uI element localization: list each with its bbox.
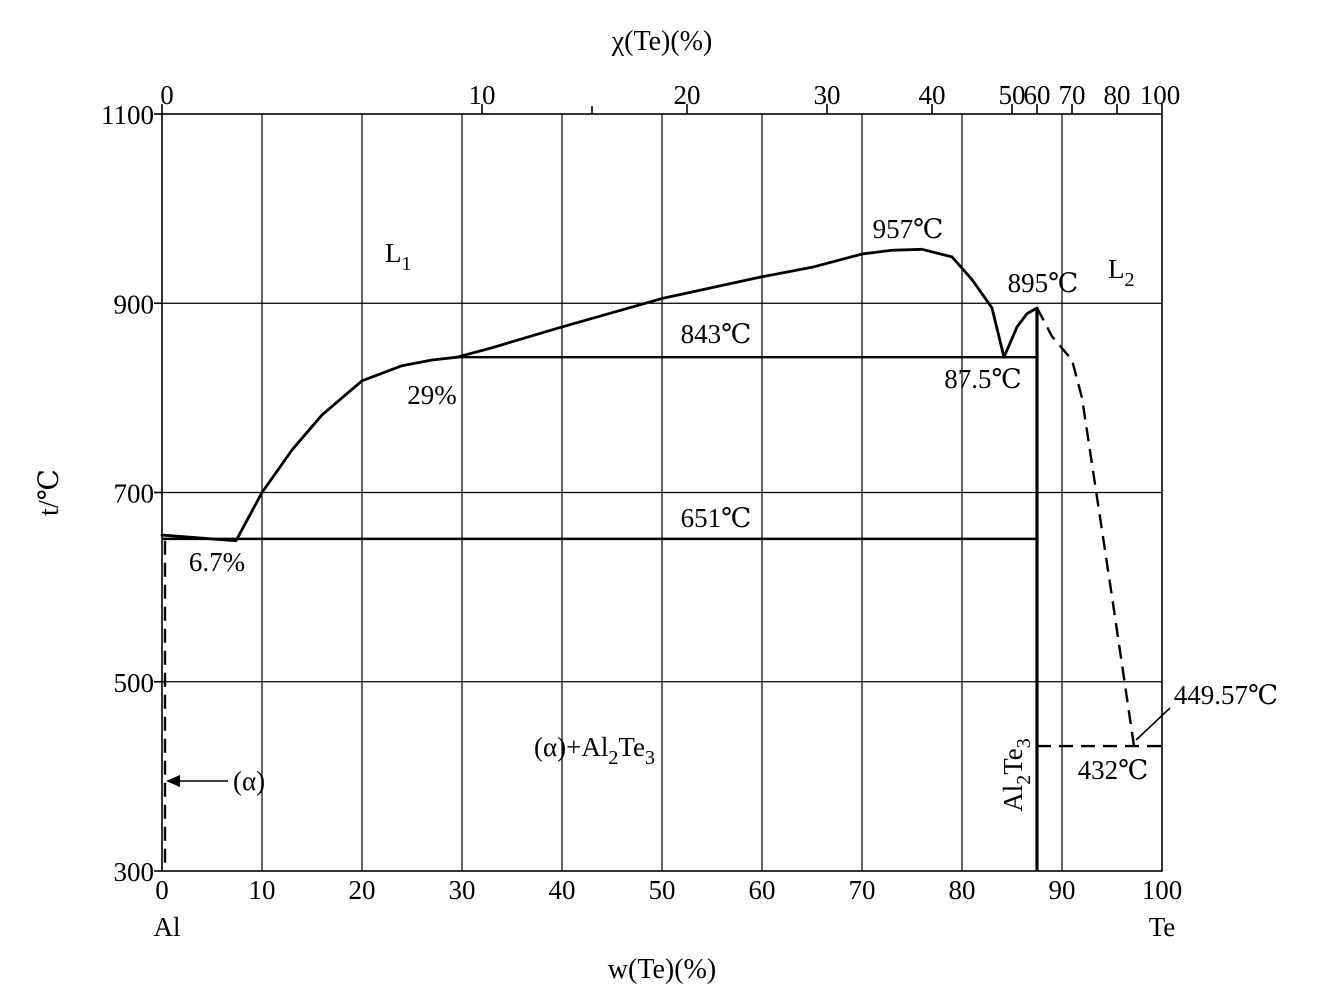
x-tick-label: 30	[449, 875, 476, 905]
label-29pct: 29%	[407, 380, 457, 410]
label-651: 651℃	[681, 503, 752, 533]
label-895: 895℃	[1008, 268, 1079, 298]
x-tick-label: 80	[949, 875, 976, 905]
top-tick-label: 40	[919, 80, 946, 110]
x-tick-label: 0	[155, 875, 169, 905]
annotations: L1 L2 957℃ 895℃ 843℃ 87.5℃ 29% 651℃ 6.7% (α)+Al2T…	[166, 214, 1278, 812]
top-tick-label: 20	[674, 80, 701, 110]
top-tick-label: 80	[1104, 80, 1131, 110]
top-axis-title: χ(Te)(%)	[611, 26, 713, 57]
x-tick-label: 60	[749, 875, 776, 905]
label-432: 432℃	[1078, 755, 1149, 785]
y-tick-label: 1100	[101, 100, 154, 130]
top-tick-label: 0	[160, 80, 174, 110]
label-alpha: (α)	[233, 766, 265, 796]
top-tick-label: 70	[1059, 80, 1086, 110]
top-tick-label: 100	[1140, 80, 1181, 110]
y-tick-label: 900	[114, 289, 155, 319]
endpoint-label-right: Te	[1149, 912, 1176, 942]
grid	[161, 113, 1163, 872]
bottom-axis-title: w(Te)(%)	[608, 954, 716, 985]
y-axis-title: t/℃	[34, 469, 65, 516]
alpha-arrowhead	[166, 775, 180, 787]
label-6-7pct: 6.7%	[189, 547, 245, 577]
endpoint-label-left: Al	[154, 912, 181, 942]
top-tick-label: 10	[469, 80, 496, 110]
label-alpha-al2te3: (α)+Al2Te3	[534, 732, 655, 769]
x-tick-label: 50	[649, 875, 676, 905]
y-tick-label: 700	[114, 479, 155, 509]
phase-boundary-0	[160, 247, 1006, 543]
phase-boundary-2	[1035, 307, 1136, 747]
x-tick-label: 90	[1049, 875, 1076, 905]
phase-curves	[160, 247, 1162, 871]
label-843: 843℃	[681, 319, 752, 349]
label-957: 957℃	[873, 214, 944, 244]
label-L1: L1	[385, 238, 412, 275]
label-L2: L2	[1108, 254, 1135, 291]
x-tick-label: 10	[249, 875, 276, 905]
label-87-5: 87.5℃	[944, 364, 1021, 394]
label-al2te3-compound: Al2Te3	[998, 738, 1035, 812]
label-449-57-leader	[1135, 707, 1171, 741]
y-tick-label: 500	[114, 668, 155, 698]
x-tick-label: 100	[1142, 875, 1183, 905]
x-tick-label: 70	[849, 875, 876, 905]
phase-boundary-1	[1002, 306, 1039, 359]
top-tick-label: 30	[814, 80, 841, 110]
label-449-57: 449.57℃	[1174, 680, 1278, 710]
y-tick-label: 300	[114, 857, 155, 887]
x-tick-label: 40	[549, 875, 576, 905]
top-tick-label: 50	[999, 80, 1026, 110]
x-tick-label: 20	[349, 875, 376, 905]
top-tick-label: 60	[1024, 80, 1051, 110]
